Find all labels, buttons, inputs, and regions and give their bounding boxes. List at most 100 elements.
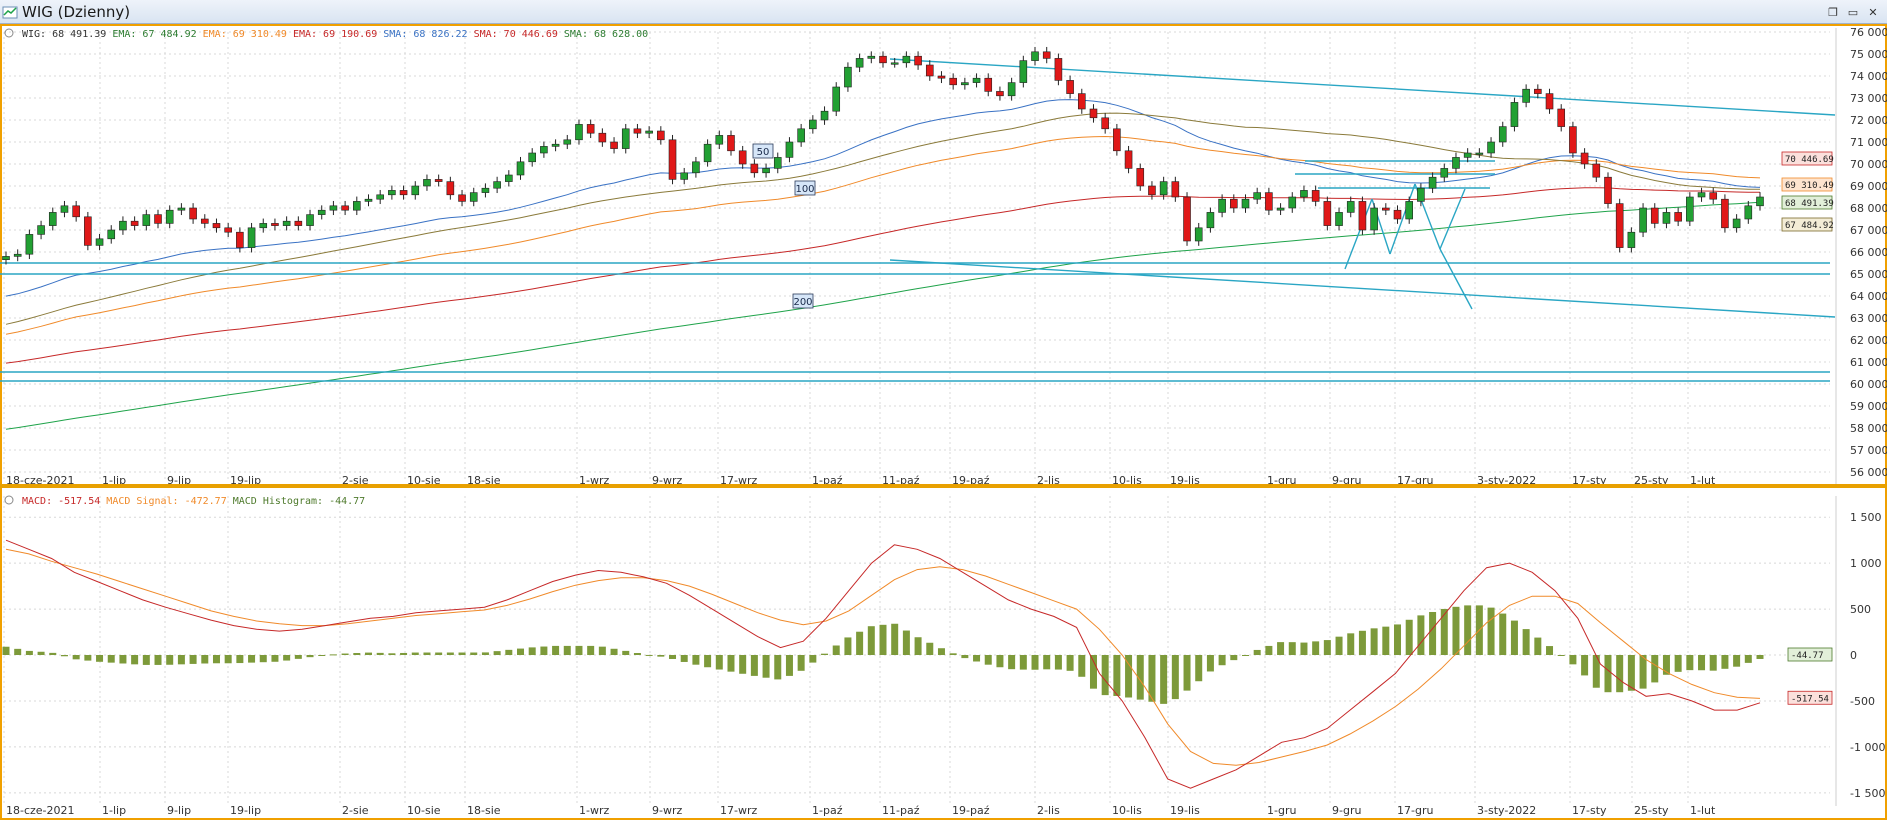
- macd-hist-bar: [587, 645, 595, 655]
- macd-hist-bar: [517, 648, 525, 655]
- candle-body: [586, 124, 595, 134]
- macd-y-tick-label: 1 000: [1850, 557, 1882, 570]
- macd-hist-bar: [1323, 640, 1331, 655]
- macd-settings-icon[interactable]: [4, 495, 14, 505]
- restore-button[interactable]: ❐: [1828, 5, 1838, 19]
- candle-body: [598, 132, 607, 143]
- candle-body: [1124, 150, 1133, 169]
- candle-body: [1405, 201, 1413, 220]
- macd-hist-bar: [1171, 655, 1179, 700]
- macd-hist-bar: [750, 655, 758, 676]
- macd-badge-text: -44.77: [1791, 651, 1824, 661]
- macd-legend-item: MACD Histogram: -44.77: [227, 496, 365, 507]
- macd-hist-bar: [1358, 630, 1366, 655]
- candle-body: [352, 201, 361, 211]
- candle-body: [48, 212, 57, 226]
- macd-hist-bar: [435, 652, 443, 655]
- candle-body: [25, 234, 34, 255]
- macd-hist-bar: [832, 645, 840, 655]
- macd-hist-bar: [762, 655, 770, 678]
- candle-body: [1487, 141, 1495, 154]
- minimize-button[interactable]: ▭: [1847, 5, 1859, 19]
- macd-hist-bar: [154, 655, 162, 665]
- macd-lines: [5, 539, 1761, 789]
- candle-body: [855, 58, 864, 68]
- macd-hist-bar: [1054, 655, 1062, 670]
- macd-hist-bar: [376, 652, 384, 655]
- macd-x-tick-label: 1-lip: [102, 804, 126, 817]
- macd-hist-bar: [1464, 605, 1472, 655]
- candle-body: [972, 77, 981, 83]
- candle-body: [949, 77, 957, 86]
- macd-hist-bar: [1627, 655, 1635, 691]
- candle-body: [294, 220, 303, 226]
- candle-body: [575, 124, 583, 141]
- macd-hist-bar: [669, 655, 677, 659]
- candle-body: [668, 139, 677, 180]
- candle-body: [1007, 82, 1016, 97]
- macd-hist-bar: [540, 646, 548, 655]
- chart-canvas[interactable]: 56 000 57 000 58 000 59 000 60 000 61 000 62 0…: [0, 24, 1887, 820]
- ma-label-text: 50: [757, 147, 770, 158]
- macd-hist-bar: [1008, 655, 1016, 670]
- macd-hist-bar: [598, 646, 606, 655]
- x-tick-label: 11-paź: [882, 474, 920, 487]
- macd-hist-bar: [1674, 655, 1682, 672]
- candle-body: [785, 141, 794, 158]
- candle-body: [621, 128, 630, 149]
- price-legend-item: EMA: 69 310.49: [197, 29, 287, 40]
- macd-x-axis: 18-cze-2021 1-lip 9-lip 19-lip 2-sie 10-sie 18…: [6, 804, 1716, 817]
- price-legend-item: SMA: 70 446.69: [468, 29, 558, 40]
- macd-hist-bar: [926, 642, 934, 655]
- macd-hist-bar: [1253, 649, 1261, 655]
- macd-x-tick-label: 25-sty: [1634, 804, 1669, 817]
- settings-icon[interactable]: [4, 28, 14, 38]
- close-button[interactable]: ✕: [1868, 5, 1878, 19]
- candle-body: [1346, 201, 1355, 213]
- candle-body: [1206, 212, 1215, 229]
- ma-label-box: [794, 180, 816, 196]
- macd-hist-bar: [1429, 611, 1437, 655]
- candle-body: [1288, 196, 1297, 209]
- macd-hist-bar: [961, 655, 969, 659]
- macd-hist-bar: [294, 655, 302, 659]
- macd-y-tick-label: 1 500: [1850, 511, 1882, 524]
- macd-hist-bar: [1662, 655, 1670, 675]
- macd-hist-bar: [107, 655, 115, 663]
- candle-body: [1089, 108, 1098, 119]
- price-badge-box: [1781, 151, 1833, 166]
- price-x-axis: 18-cze-2021 1-lip 9-lip 19-lip 2-sie 10-sie 18…: [6, 474, 1716, 487]
- candle-body: [434, 179, 443, 182]
- candle-body: [1382, 207, 1390, 211]
- candle-body: [1510, 102, 1519, 127]
- macd-hist-bar: [856, 631, 864, 655]
- candle-body: [399, 190, 408, 196]
- y-tick-label: 58 000: [1850, 422, 1887, 435]
- x-tick-label: 18-cze-2021: [6, 474, 75, 487]
- macd-hist-bar: [715, 655, 723, 670]
- price-legend-item: WIG: 68 491.39: [22, 29, 106, 40]
- macd-hist-bar: [248, 655, 256, 663]
- candle-body: [1662, 212, 1671, 224]
- window-title: WIG (Dzienny): [22, 3, 131, 21]
- candle-body: [1475, 152, 1484, 155]
- macd-hist-bar: [575, 645, 583, 655]
- macd-hist-bar: [552, 645, 560, 655]
- macd-hist-bar: [914, 637, 922, 655]
- candle-body: [1697, 192, 1706, 198]
- macd-hist-bar: [563, 645, 571, 655]
- macd-x-tick-label: 10-sie: [407, 804, 441, 817]
- candle-body: [528, 152, 537, 163]
- macd-signal-line: [5, 548, 1761, 766]
- macd-hist-bar: [1394, 624, 1402, 655]
- svg-text:WIG: 68 491.39 EMA: 67 484.92: WIG: 68 491.39 EMA: 67 484.92 EMA: 69 31…: [22, 29, 648, 40]
- candle-body: [13, 253, 22, 257]
- candle-body: [902, 55, 911, 64]
- candle-body: [1417, 187, 1425, 202]
- macd-x-tick-label: 11-paź: [882, 804, 920, 817]
- candle-body: [37, 225, 45, 235]
- y-tick-label: 70 000: [1850, 158, 1887, 171]
- ma-label-text: 200: [793, 297, 812, 308]
- macd-hist-bar: [867, 626, 875, 655]
- panel-separator[interactable]: [0, 484, 1887, 488]
